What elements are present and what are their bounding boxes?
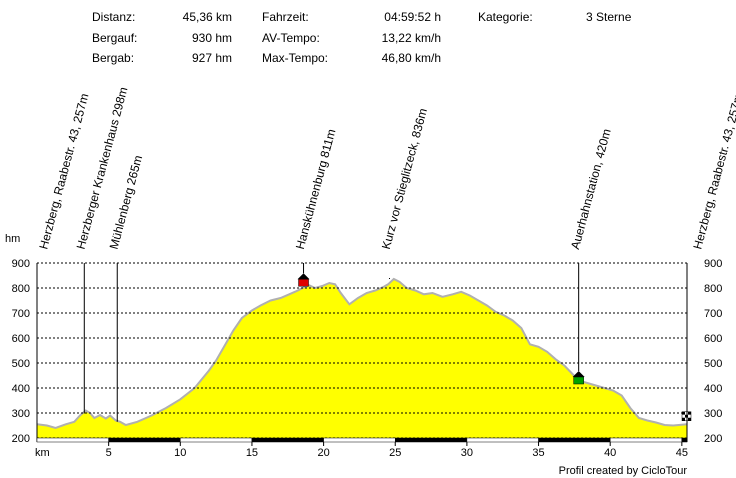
km-bar-segment-35 bbox=[538, 437, 611, 443]
y-tick-right-300: 300 bbox=[704, 408, 722, 420]
y-axis-label: hm bbox=[5, 233, 20, 245]
x-tick-label-45: 45 bbox=[676, 447, 688, 459]
km-bar-segment-0 bbox=[36, 437, 109, 443]
y-tick-right-400: 400 bbox=[704, 383, 722, 395]
y-tick-right-800: 800 bbox=[704, 283, 722, 295]
x-tick-label-10: 10 bbox=[174, 447, 186, 459]
stat-bergauf-value: 930 hm bbox=[191, 31, 232, 45]
stat-bergab-label: Bergab: bbox=[92, 51, 135, 65]
station-marker-icon-roof bbox=[572, 371, 585, 377]
stat-maxtempo-value: 46,80 km/h bbox=[381, 51, 441, 65]
x-axis-label: km bbox=[35, 447, 50, 459]
finish-flag-cell bbox=[682, 411, 685, 415]
x-tick-label-15: 15 bbox=[246, 447, 258, 459]
summit-marker-icon-body bbox=[298, 279, 309, 287]
km-bar-segment-20 bbox=[323, 437, 396, 443]
station-marker-icon bbox=[572, 371, 585, 385]
y-tick-right-600: 600 bbox=[704, 333, 722, 345]
finish-flag-cell bbox=[682, 417, 685, 421]
waypoint-label-3: Hanskühnenburg 811m bbox=[293, 127, 339, 250]
km-bar-segment-40 bbox=[609, 437, 683, 443]
x-tick-label-20: 20 bbox=[317, 447, 329, 459]
finish-flag-cell bbox=[688, 417, 691, 421]
km-bar-segment-5 bbox=[108, 437, 181, 443]
km-bar-segment-45 bbox=[681, 437, 688, 443]
km-bar-segment-30 bbox=[466, 437, 539, 443]
stat-kategorie-label: Kategorie: bbox=[478, 10, 533, 24]
x-tick-label-30: 30 bbox=[461, 447, 473, 459]
waypoint-label-4: Kurz vor Stieglitzeck, 836m bbox=[379, 107, 430, 251]
y-tick-left-200: 200 bbox=[12, 433, 30, 445]
axes-layer: 200 200 300 300 400 400 500 500 600 600 700 700 800 8… bbox=[12, 258, 723, 459]
y-tick-left-600: 600 bbox=[12, 333, 30, 345]
y-tick-right-500: 500 bbox=[704, 358, 722, 370]
station-marker-icon-body bbox=[573, 376, 584, 385]
stat-distanz-label: Distanz: bbox=[92, 10, 136, 24]
summit-marker-icon-roof bbox=[297, 273, 310, 280]
y-tick-right-900: 900 bbox=[704, 258, 722, 270]
waypoint-label-2: Mühlenberg 265m bbox=[107, 154, 146, 251]
stat-fahrzeit-value: 04:59:52 h bbox=[384, 10, 441, 24]
waypoint-label-6: Herzberg, Raabestr. 43, 257m bbox=[690, 92, 736, 251]
credit-text: Profil created by CicloTour bbox=[559, 465, 688, 477]
stat-avtempo-value: 13,22 km/h bbox=[381, 31, 441, 45]
y-tick-left-400: 400 bbox=[12, 383, 30, 395]
stat-distanz-value: 45,36 km bbox=[182, 10, 232, 24]
stat-fahrzeit-label: Fahrzeit: bbox=[262, 10, 309, 24]
y-tick-left-700: 700 bbox=[12, 308, 30, 320]
stat-maxtempo-label: Max-Tempo: bbox=[262, 51, 329, 65]
x-tick-label-35: 35 bbox=[532, 447, 544, 459]
km-bar-segment-15 bbox=[251, 437, 324, 443]
y-tick-right-200: 200 bbox=[704, 433, 722, 445]
y-tick-left-900: 900 bbox=[12, 258, 30, 270]
x-tick-label-40: 40 bbox=[604, 447, 616, 459]
waypoint-label-5: Auerhahnstation, 420m bbox=[568, 127, 614, 250]
y-tick-left-500: 500 bbox=[12, 358, 30, 370]
x-tick-label-25: 25 bbox=[389, 447, 401, 459]
stat-avtempo-label: AV-Tempo: bbox=[262, 31, 320, 45]
y-tick-right-700: 700 bbox=[704, 308, 722, 320]
finish-flag-cell bbox=[688, 411, 691, 415]
elevation-line bbox=[36, 277, 688, 430]
stat-bergauf-label: Bergauf: bbox=[92, 31, 138, 45]
summit-marker-icon bbox=[297, 273, 310, 287]
y-tick-left-800: 800 bbox=[12, 283, 30, 295]
elevation-area bbox=[37, 279, 687, 438]
km-bar-segment-25 bbox=[394, 437, 468, 443]
stat-kategorie-value: 3 Sterne bbox=[586, 10, 632, 24]
finish-flag-cell bbox=[682, 414, 685, 418]
x-tick-label-5: 5 bbox=[106, 447, 112, 459]
km-bar-segment-10 bbox=[180, 437, 253, 443]
y-tick-left-300: 300 bbox=[12, 408, 30, 420]
stat-bergab-value: 927 hm bbox=[191, 51, 232, 65]
finish-flag-cell bbox=[688, 414, 691, 418]
elevation-area-layer bbox=[36, 277, 688, 438]
